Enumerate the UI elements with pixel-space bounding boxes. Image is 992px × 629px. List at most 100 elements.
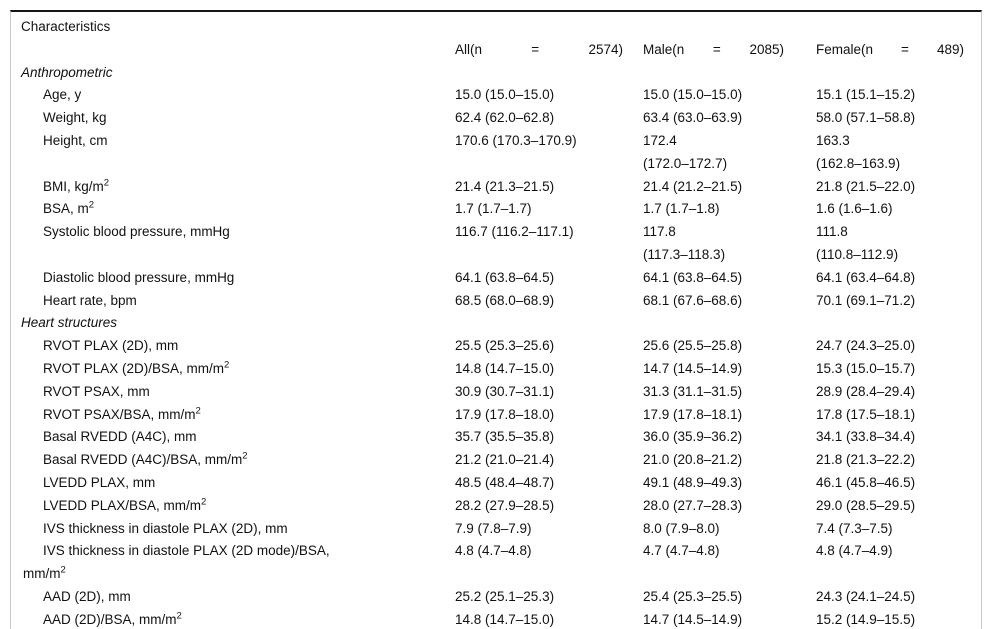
row-label: LVEDD PLAX/BSA, mm/m2 (43, 496, 207, 513)
value-female: 7.4 (7.3–7.5) (816, 520, 893, 536)
value-female: 58.0 (57.1–58.8) (816, 110, 916, 126)
value-all: 35.7 (35.5–35.8) (455, 429, 555, 445)
header-female-part: Female(n (816, 41, 874, 57)
value-all: 28.2 (27.9–28.5) (455, 497, 555, 513)
value-all: 7.9 (7.8–7.9) (455, 520, 532, 536)
header-male-n: 2085) (749, 41, 784, 57)
section-title: Heart structures (21, 315, 118, 331)
row-label: BSA, m2 (43, 199, 95, 217)
table-row: RVOT PLAX (2D)/BSA, mm/m2 14.8 (14.7–15.… (11, 358, 981, 381)
value-female: 34.1 (33.8–34.4) (816, 429, 916, 445)
value-male: 17.9 (17.8–18.1) (643, 406, 743, 422)
table-row: Diastolic blood pressure, mmHg 64.1 (63.… (11, 267, 981, 290)
value-female: 21.8 (21.3–22.2) (816, 452, 916, 468)
column-header-all-cell: All(n = 2574) (445, 16, 633, 62)
column-header-characteristics: Characteristics (21, 19, 111, 34)
value-all: 21.4 (21.3–21.5) (455, 178, 555, 194)
value-all: 1.7 (1.7–1.7) (455, 201, 532, 217)
table-row: BMI, kg/m2 21.4 (21.3–21.5) 21.4 (21.2–2… (11, 176, 981, 199)
table-row: IVS thickness in diastole PLAX (2D mode)… (11, 540, 981, 586)
row-label: Weight, kg (43, 110, 107, 126)
row-label: IVS thickness in diastole PLAX (2D), mm (43, 520, 288, 536)
value-male: 49.1 (48.9–49.3) (643, 474, 743, 490)
value-all: 30.9 (30.7–31.1) (455, 383, 555, 399)
table-row: Basal RVEDD (A4C)/BSA, mm/m2 21.2 (21.0–… (11, 449, 981, 472)
value-male: 63.4 (63.0–63.9) (643, 110, 743, 126)
table-row: Weight, kg 62.4 (62.0–62.8) 63.4 (63.0–6… (11, 107, 981, 130)
table-row: Heart rate, bpm 68.5 (68.0–68.9) 68.1 (6… (11, 290, 981, 313)
value-male: 4.7 (4.7–4.8) (643, 543, 720, 559)
row-label: Basal RVEDD (A4C), mm (43, 429, 197, 445)
value-male: 68.1 (67.6–68.6) (643, 292, 743, 308)
value-male: 172.4 (172.0–172.7) (643, 132, 728, 171)
value-male: 36.0 (35.9–36.2) (643, 429, 743, 445)
row-label: RVOT PLAX (2D)/BSA, mm/m2 (43, 359, 230, 376)
value-male: 21.4 (21.2–21.5) (643, 178, 743, 194)
value-male: 117.8 (117.3–118.3) (643, 224, 726, 262)
value-all: 25.5 (25.3–25.6) (455, 338, 555, 354)
table-row: RVOT PSAX/BSA, mm/m2 17.9 (17.8–18.0) 17… (11, 404, 981, 427)
column-header-female-cell: Female(n = 489) (806, 16, 981, 62)
table-row: IVS thickness in diastole PLAX (2D), mm … (11, 518, 981, 541)
value-all: 17.9 (17.8–18.0) (455, 406, 555, 422)
row-label: Basal RVEDD (A4C)/BSA, mm/m2 (43, 450, 248, 468)
table-row: AAD (2D), mm 25.2 (25.1–25.3) 25.4 (25.3… (11, 586, 981, 609)
table-header-row: Characteristics All(n = 2574) Male(n = 2… (11, 16, 981, 62)
header-male-equals: = (712, 41, 721, 57)
row-label: RVOT PSAX/BSA, mm/m2 (43, 405, 201, 422)
value-male: 64.1 (63.8–64.5) (643, 269, 743, 285)
value-male: 28.0 (27.7–28.3) (643, 497, 743, 513)
value-female: 24.3 (24.1–24.5) (816, 588, 916, 604)
value-all: 170.6 (170.3–170.9) (455, 132, 577, 148)
value-female: 28.9 (28.4–29.4) (816, 383, 916, 399)
row-label: Height, cm (43, 132, 108, 148)
header-all-equals: = (531, 41, 540, 57)
row-label: RVOT PSAX, mm (43, 383, 150, 399)
value-all: 64.1 (63.8–64.5) (455, 269, 555, 285)
row-label: Systolic blood pressure, mmHg (43, 224, 230, 240)
row-label: BMI, kg/m2 (43, 177, 110, 194)
row-label: Diastolic blood pressure, mmHg (43, 269, 235, 285)
table-row: Height, cm 170.6 (170.3–170.9) 172.4 (17… (11, 130, 981, 176)
table-row: RVOT PSAX, mm 30.9 (30.7–31.1) 31.3 (31.… (11, 381, 981, 404)
column-header-all: All(n = 2574) (455, 39, 623, 62)
row-label: AAD (2D), mm (43, 588, 131, 604)
table-row: BSA, m2 1.7 (1.7–1.7) 1.7 (1.7–1.8) 1.6 … (11, 198, 981, 221)
table-row: Systolic blood pressure, mmHg 116.7 (116… (11, 221, 981, 267)
value-all: 14.8 (14.7–15.0) (455, 611, 555, 627)
row-label: IVS thickness in diastole PLAX (2D mode)… (23, 543, 330, 582)
value-male: 25.4 (25.3–25.5) (643, 588, 743, 604)
value-male: 21.0 (20.8–21.2) (643, 452, 743, 468)
value-female: 46.1 (45.8–46.5) (816, 474, 916, 490)
value-all: 4.8 (4.7–4.8) (455, 543, 532, 559)
column-header-male-cell: Male(n = 2085) (633, 16, 806, 62)
value-male: 31.3 (31.1–31.5) (643, 383, 743, 399)
header-all-part: All(n (455, 41, 483, 57)
value-female: 29.0 (28.5–29.5) (816, 497, 916, 513)
table-row: RVOT PLAX (2D), mm 25.5 (25.3–25.6) 25.6… (11, 335, 981, 358)
section-row-anthropometric: Anthropometric (11, 62, 981, 85)
value-male: 14.7 (14.5–14.9) (643, 611, 743, 627)
value-female: 111.8 (110.8–112.9) (816, 224, 899, 262)
row-label: RVOT PLAX (2D), mm (43, 338, 179, 354)
characteristics-table: Characteristics All(n = 2574) Male(n = 2… (10, 10, 982, 629)
value-female: 64.1 (63.4–64.8) (816, 269, 916, 285)
value-male: 15.0 (15.0–15.0) (643, 87, 743, 103)
value-female: 15.2 (14.9–15.5) (816, 611, 916, 627)
value-all: 68.5 (68.0–68.9) (455, 292, 555, 308)
value-male: 8.0 (7.9–8.0) (643, 520, 720, 536)
value-female: 70.1 (69.1–71.2) (816, 292, 916, 308)
value-female: 4.8 (4.7–4.9) (816, 543, 893, 559)
header-female-n: 489) (936, 41, 964, 57)
value-female: 15.3 (15.0–15.7) (816, 360, 916, 376)
value-female: 21.8 (21.5–22.0) (816, 178, 916, 194)
value-female: 163.3 (162.8–163.9) (816, 132, 901, 171)
value-all: 48.5 (48.4–48.7) (455, 474, 555, 490)
value-female: 24.7 (24.3–25.0) (816, 338, 916, 354)
section-row-heart-structures: Heart structures (11, 312, 981, 335)
value-all: 62.4 (62.0–62.8) (455, 110, 555, 126)
header-female-equals: = (901, 41, 909, 57)
section-title: Anthropometric (21, 64, 113, 80)
value-all: 21.2 (21.0–21.4) (455, 452, 555, 468)
header-all-n: 2574) (588, 41, 623, 57)
